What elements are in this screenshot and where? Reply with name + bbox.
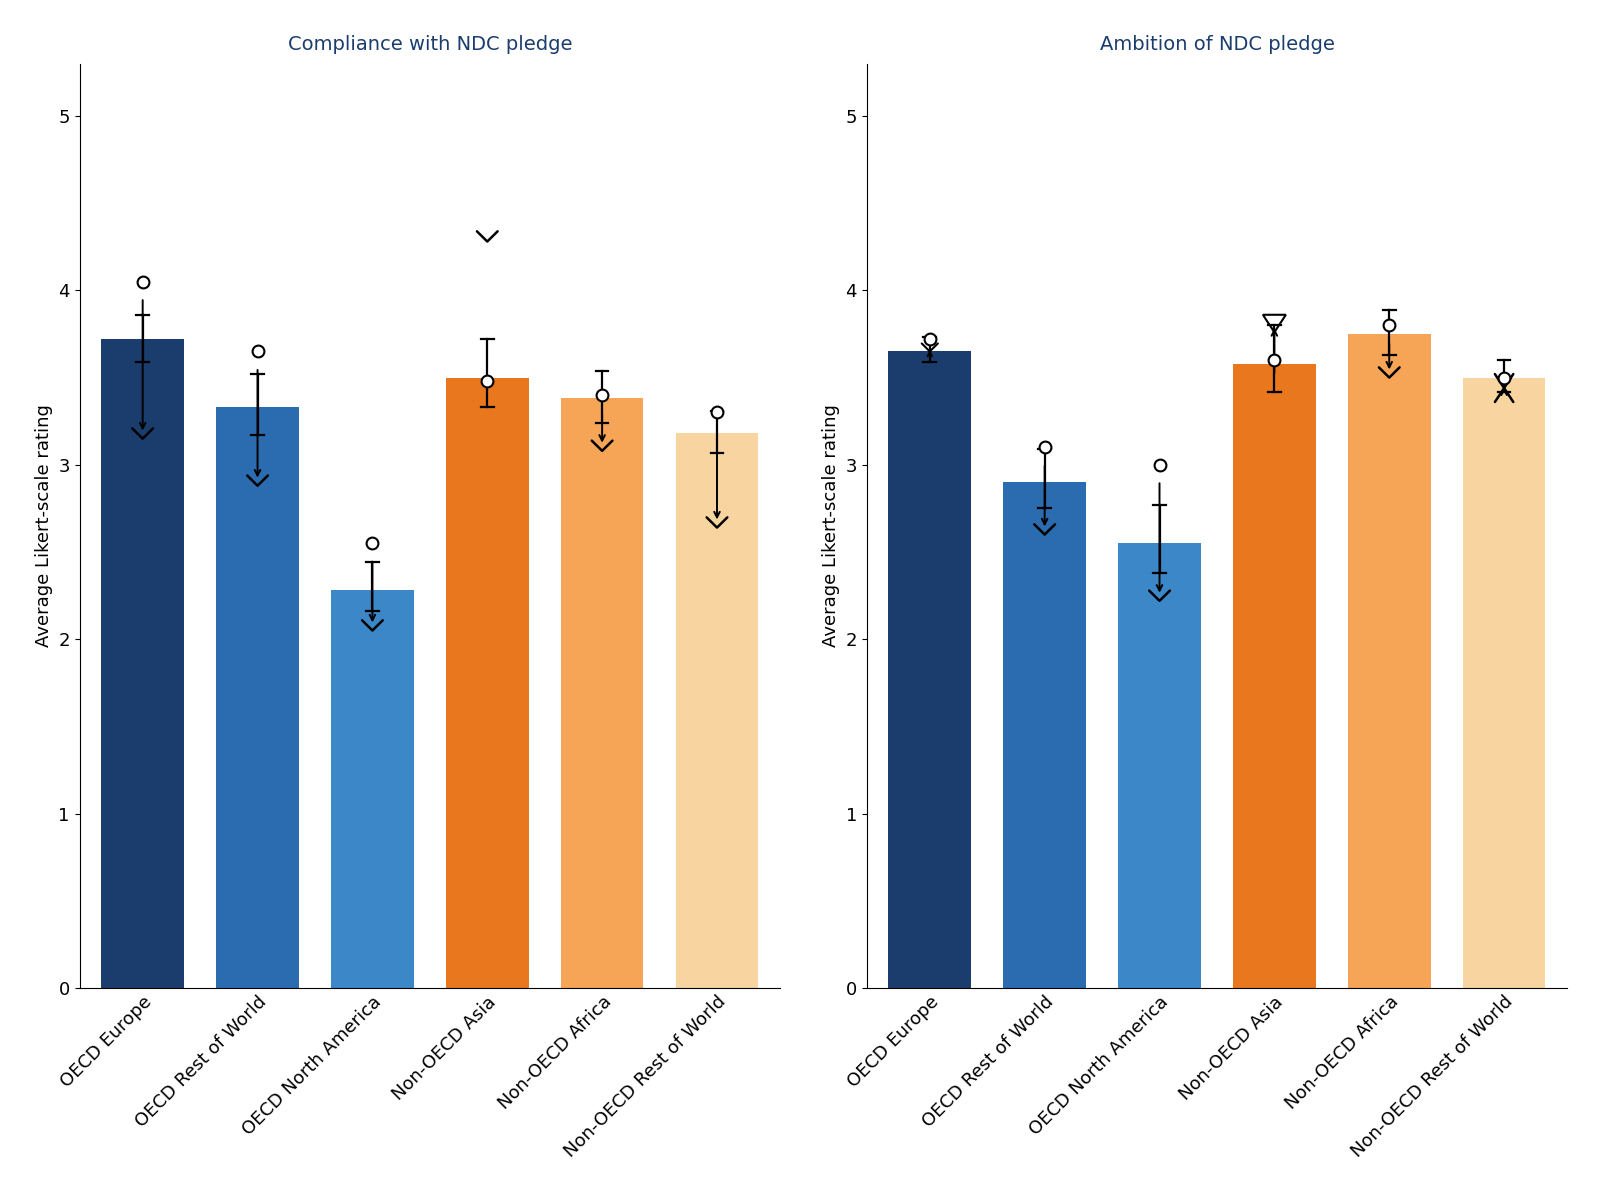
Bar: [332, 591, 413, 988]
Bar: [1347, 334, 1431, 988]
Bar: [1003, 482, 1086, 988]
Bar: [445, 378, 529, 988]
Y-axis label: Average Likert-scale rating: Average Likert-scale rating: [35, 404, 53, 647]
Bar: [216, 407, 300, 988]
Y-axis label: Average Likert-scale rating: Average Likert-scale rating: [822, 404, 839, 647]
Bar: [676, 433, 758, 988]
Bar: [1463, 378, 1546, 988]
Bar: [561, 398, 644, 988]
Bar: [889, 352, 971, 988]
Title: Ambition of NDC pledge: Ambition of NDC pledge: [1099, 35, 1334, 54]
Bar: [101, 340, 184, 988]
Bar: [1118, 543, 1202, 988]
Title: Compliance with NDC pledge: Compliance with NDC pledge: [288, 35, 572, 54]
Bar: [1234, 364, 1315, 988]
